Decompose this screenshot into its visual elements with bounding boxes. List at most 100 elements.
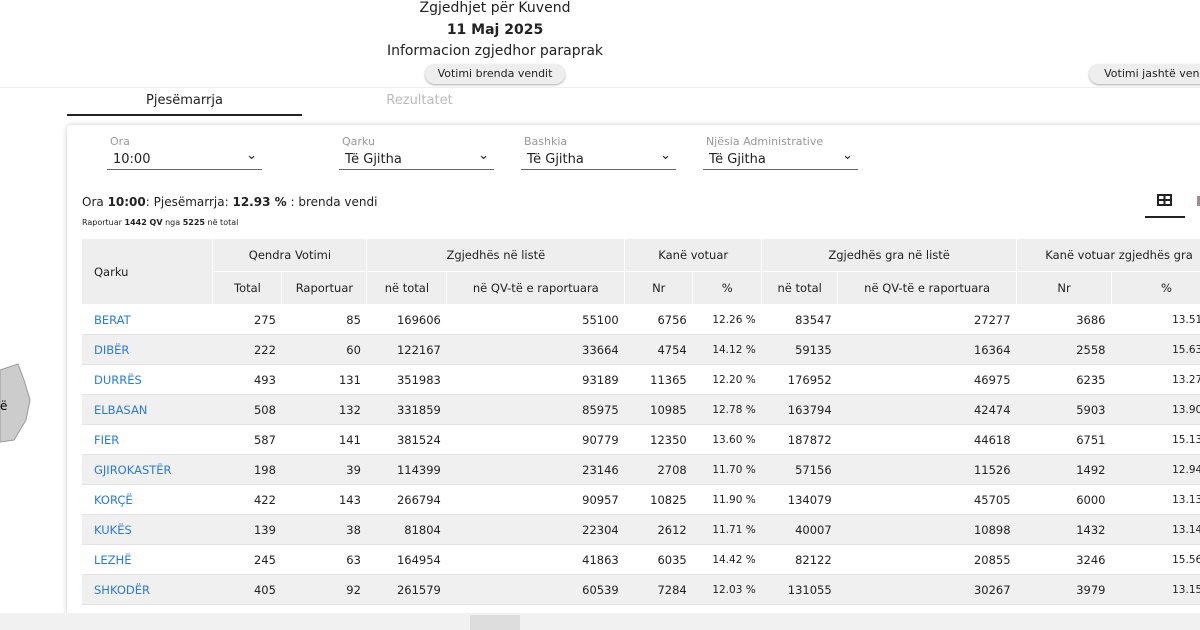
table-cell: 92 [281, 574, 367, 605]
table-row: BERAT 275 85 169606 55100 6756 12.26 % 83547 272… [82, 304, 1200, 335]
map: ë [0, 363, 31, 443]
table-cell: 10985 [624, 394, 693, 425]
table-cell: 493 [212, 364, 282, 395]
table-cell: 27277 [837, 304, 1017, 335]
table-cell: 266794 [366, 484, 447, 515]
region-link[interactable]: FIER [82, 424, 213, 455]
table-cell: 41863 [446, 544, 625, 575]
table-cell: 23146 [446, 454, 625, 485]
table-cell: 11.90 % [692, 484, 762, 515]
text: 12.93 % [232, 195, 287, 209]
region-link[interactable]: ELBASAN [82, 394, 213, 425]
divider [0, 87, 1200, 88]
table-cell: 83547 [761, 304, 838, 335]
table-cell: 15.63 % [1111, 334, 1200, 365]
reported: Raportuar 1442 QV nga 5225 në total [82, 218, 238, 227]
table-cell: 405 [212, 574, 282, 605]
table-cell: 198 [212, 454, 282, 485]
region-link[interactable]: DIBËR [82, 334, 213, 365]
table-cell: 93189 [446, 364, 625, 395]
table-cell: 2558 [1016, 334, 1112, 365]
button[interactable]: Votimi jashtë vendit [1089, 64, 1200, 84]
filter-label: Ora [110, 135, 130, 148]
table-cell: 6235 [1016, 364, 1112, 395]
sub-header: Raportuar [281, 271, 368, 305]
table-cell: 245 [212, 544, 282, 575]
table-cell: 20855 [837, 544, 1017, 575]
table-cell: 59135 [761, 334, 838, 365]
table-cell: 169606 [366, 304, 447, 335]
group-header: Kanë votuar zgjedhës gra [1016, 239, 1200, 272]
table-cell: 134079 [761, 484, 838, 515]
region-link[interactable]: GJIROKASTËR [82, 454, 213, 485]
table-cell: 3979 [1016, 574, 1112, 605]
table-cell: 122167 [366, 334, 447, 365]
table-cell: 381524 [366, 424, 447, 455]
table-cell: 3246 [1016, 544, 1112, 575]
table-row: DURRËS 493 131 351983 93189 11365 12.20 % 17695… [82, 364, 1200, 395]
table-cell: 6000 [1016, 484, 1112, 515]
view-icons[interactable] [1145, 190, 1200, 220]
sub-header: Nr [1016, 271, 1112, 305]
tab[interactable]: Rezultatet [386, 93, 453, 108]
table-cell: 90779 [446, 424, 625, 455]
table-row: KORÇË 422 143 266794 90957 10825 11.90 % 134079… [82, 484, 1200, 515]
text: nga [165, 218, 181, 227]
filter-label: Bashkia [524, 135, 568, 148]
table-cell: 131 [281, 364, 367, 395]
sub-header: % [692, 271, 763, 305]
sub-header: në total [366, 271, 448, 305]
text: 1442 QV [124, 218, 163, 227]
table-cell: 60539 [446, 574, 625, 605]
table-cell: 60 [281, 334, 367, 365]
region-link[interactable]: BERAT [82, 304, 213, 335]
table-cell: 33664 [446, 334, 625, 365]
button[interactable]: Votimi brenda vendit [425, 64, 565, 84]
subtitle: Informacion zgjedhor paraprak [386, 43, 604, 59]
table-cell: 13.14 % [1111, 514, 1200, 545]
sub-header: % [1111, 271, 1200, 305]
table-cell: 131055 [761, 574, 838, 605]
table-cell: 6756 [624, 304, 693, 335]
group-header: Zgjedhës në listë [366, 239, 626, 272]
scrollbar [0, 613, 1200, 630]
filter-select[interactable]: Të Gjitha [521, 146, 676, 170]
table-cell: 10898 [837, 514, 1017, 545]
region-link[interactable]: KORÇË [82, 484, 213, 515]
text: Ora [82, 195, 104, 209]
table-cell: 331859 [366, 394, 447, 425]
region-link[interactable]: SHKODËR [82, 574, 213, 605]
table-cell: 132 [281, 394, 367, 425]
tab[interactable]: Pjesëmarrja [67, 93, 302, 116]
table: Qarku Qendra Votimi Zgjedhës në listë Kanë … [82, 239, 1200, 605]
table-cell: 14.12 % [692, 334, 762, 365]
table-cell: 90957 [446, 484, 625, 515]
table-cell: 16364 [837, 334, 1017, 365]
filter-select[interactable]: 10:00 [107, 146, 262, 170]
table-cell: 81804 [366, 514, 447, 545]
table-row: GJIROKASTËR 198 39 114399 23146 2708 11.70 % 57… [82, 454, 1200, 485]
header-cell: Qarku [82, 239, 214, 305]
table-cell: 63 [281, 544, 367, 575]
table-cell: 176952 [761, 364, 838, 395]
table-cell: 4754 [624, 334, 693, 365]
filter-select[interactable]: Të Gjitha [339, 146, 494, 170]
table-cell: 6035 [624, 544, 693, 575]
text: 10:00 [107, 195, 146, 209]
date: 11 Maj 2025 [446, 22, 544, 38]
scroll-thumb[interactable] [470, 615, 520, 630]
title: Zgjedhjet për Kuvend [419, 0, 571, 16]
filter-select[interactable]: Të Gjitha [703, 146, 858, 170]
table-cell: 12.78 % [692, 394, 762, 425]
table-cell: 351983 [366, 364, 447, 395]
table-cell: 12350 [624, 424, 693, 455]
region-link[interactable]: KUKËS [82, 514, 213, 545]
table-cell: 508 [212, 394, 282, 425]
text: : Pjesëmarrja: [145, 195, 229, 209]
region-link[interactable]: DURRËS [82, 364, 213, 395]
table-cell: 40007 [761, 514, 838, 545]
region-link[interactable]: LEZHË [82, 544, 213, 575]
table-cell: 7284 [624, 574, 693, 605]
table-row: DIBËR 222 60 122167 33664 4754 14.12 % 59135 163… [82, 334, 1200, 365]
table-row: LEZHË 245 63 164954 41863 6035 14.42 % 82122 208… [82, 544, 1200, 575]
